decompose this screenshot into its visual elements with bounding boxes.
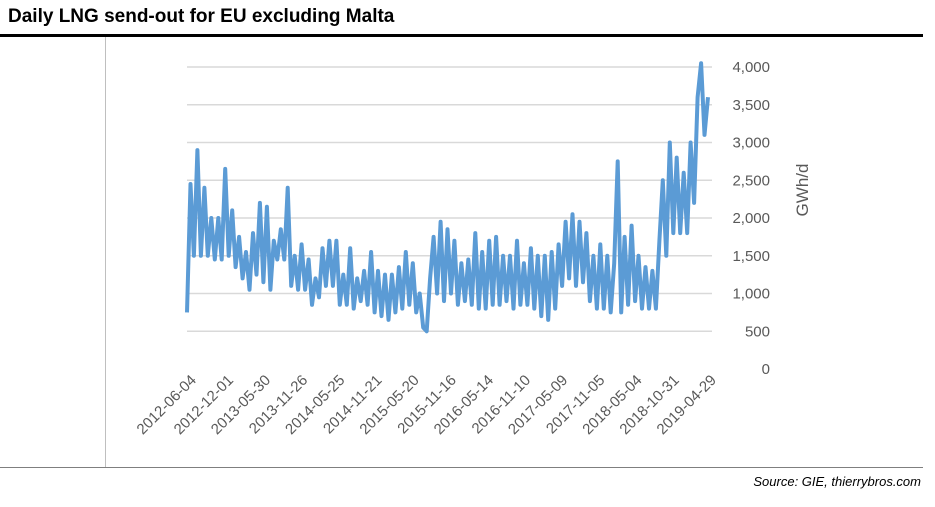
y-axis-label: GWh/d <box>793 164 812 217</box>
y-tick-label: 4,000 <box>732 59 770 76</box>
y-tick-label: 3,500 <box>732 97 770 114</box>
y-tick-label: 1,500 <box>732 248 770 265</box>
divider-horizontal <box>0 467 923 468</box>
y-tick-label: 1,000 <box>732 286 770 303</box>
y-tick-label: 500 <box>745 323 770 340</box>
y-tick-label: 3,000 <box>732 135 770 152</box>
y-tick-label: 0 <box>762 361 770 378</box>
divider-vertical <box>105 37 106 467</box>
y-tick-label: 2,500 <box>732 172 770 189</box>
chart-title: Daily LNG send-out for EU excluding Malt… <box>8 6 395 27</box>
title-underline <box>0 34 923 37</box>
source-note: Source: GIE, thierrybros.com <box>753 474 921 489</box>
y-tick-label: 2,000 <box>732 210 770 227</box>
series-line <box>185 61 710 334</box>
